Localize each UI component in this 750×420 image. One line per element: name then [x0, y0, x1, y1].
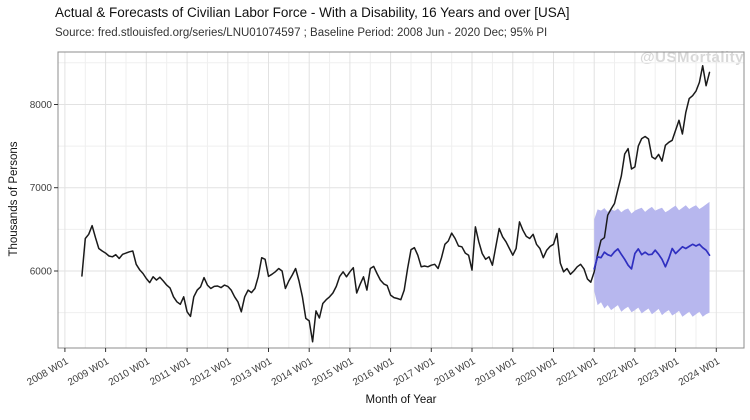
- forecast-line: [593, 243, 711, 270]
- x-axis-title: Month of Year: [365, 394, 437, 406]
- x-tick-label: 2017 W01: [392, 356, 437, 389]
- x-tick-label: 2022 W01: [595, 356, 640, 389]
- x-tick-label: 2011 W01: [148, 356, 193, 388]
- x-tick-label: 2021 W01: [555, 356, 600, 389]
- x-tick-label: 2024 W01: [677, 356, 722, 389]
- x-tick-label: 2023 W01: [636, 356, 681, 389]
- panel-border: [57, 51, 745, 349]
- x-tick-label: 2009 W01: [66, 356, 111, 389]
- prediction-interval-band: [594, 201, 710, 317]
- x-tick-label: 2013 W01: [229, 356, 274, 389]
- x-tick-label: 2010 W01: [107, 356, 152, 389]
- chart-subtitle: Source: fred.stlouisfed.org/series/LNU01…: [55, 27, 548, 39]
- x-tick-label: 2012 W01: [188, 356, 233, 389]
- actual-line: [81, 64, 711, 343]
- y-tick-label: 6000: [30, 267, 53, 278]
- x-tick-label: 2008 W01: [25, 356, 70, 389]
- x-tick-label: 2014 W01: [270, 356, 315, 389]
- chart-title: Actual & Forecasts of Civilian Labor For…: [55, 5, 570, 20]
- x-tick-label: 2015 W01: [310, 356, 355, 389]
- watermark: @USMortality: [640, 49, 744, 66]
- y-tick-label: 8000: [30, 100, 53, 111]
- x-tick-label: 2020 W01: [514, 356, 559, 389]
- x-tick-label: 2018 W01: [433, 356, 478, 389]
- x-tick-label: 2019 W01: [473, 356, 518, 389]
- x-tick-label: 2016 W01: [351, 356, 396, 389]
- y-tick-label: 7000: [30, 183, 53, 194]
